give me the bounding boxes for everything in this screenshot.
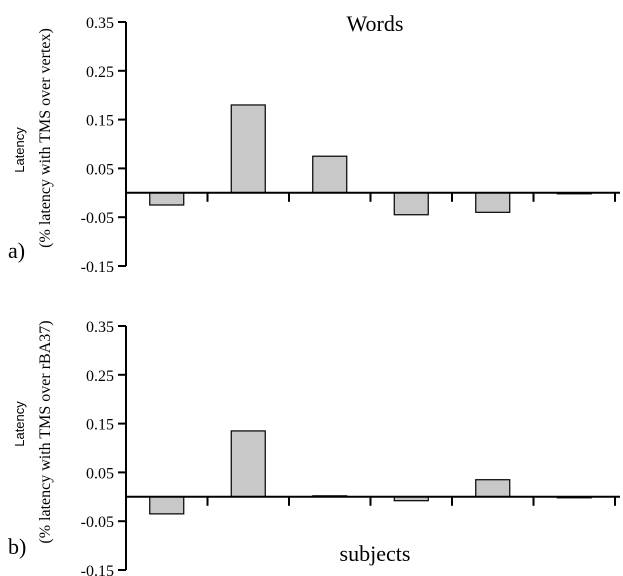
panel-b-bar [149, 496, 185, 515]
panel-a-bar [312, 155, 348, 194]
panel-b-bars [149, 430, 592, 515]
panel-b-y-tick-label: -0.15 [81, 563, 114, 576]
panel-b-y-tick-label: 0.15 [86, 417, 114, 434]
panel-a-y-tick-label: 0.05 [86, 161, 114, 178]
panel-a-outer-ylabel: Latency [12, 127, 27, 173]
panel-b-y-tick-label: 0.25 [86, 368, 114, 385]
panel-a-label: a) [8, 238, 25, 263]
panel-a-y-tick-label: -0.05 [81, 210, 114, 227]
panel-a-inner-ylabel: (% latency with TMS over vertex) [37, 28, 54, 248]
panel-a-title: Words [347, 11, 404, 36]
panel-b-y-tick-label: -0.05 [81, 514, 114, 531]
panel-a-y-ticks: 0.35 0.25 0.15 0.05 -0.05 -0.15 [81, 15, 126, 276]
panel-b-y-tick-label: 0.05 [86, 465, 114, 482]
panel-b-label: b) [8, 534, 26, 559]
panel-a-bar [475, 192, 511, 213]
panel-a-y-tick-label: 0.35 [86, 15, 114, 32]
panel-a-bar [230, 104, 266, 194]
panel-a-x-ticks [206, 192, 616, 202]
panel-b-bar [230, 430, 266, 498]
panel-b-outer-ylabel: Latency [12, 401, 27, 447]
panel-a-y-tick-label: 0.25 [86, 64, 114, 81]
panel-a: a) Latency (% latency with TMS over vert… [8, 11, 620, 276]
panel-a-y-tick-label: 0.15 [86, 113, 114, 130]
panel-b: b) Latency (% latency with TMS over rBA3… [8, 319, 620, 576]
panel-b-xlabel: subjects [340, 541, 411, 566]
panel-b-x-ticks [206, 496, 616, 506]
panel-b-inner-ylabel: (% latency with TMS over rBA37) [37, 320, 54, 543]
panel-b-y-ticks: 0.35 0.25 0.15 0.05 -0.05 -0.15 [81, 319, 126, 576]
panel-b-y-tick-label: 0.35 [86, 319, 114, 336]
panel-a-bar [149, 192, 185, 206]
panel-b-bar [475, 479, 511, 498]
panel-a-bar [393, 192, 429, 216]
panel-a-y-tick-label: -0.15 [81, 259, 114, 276]
panel-a-bars [149, 104, 592, 216]
